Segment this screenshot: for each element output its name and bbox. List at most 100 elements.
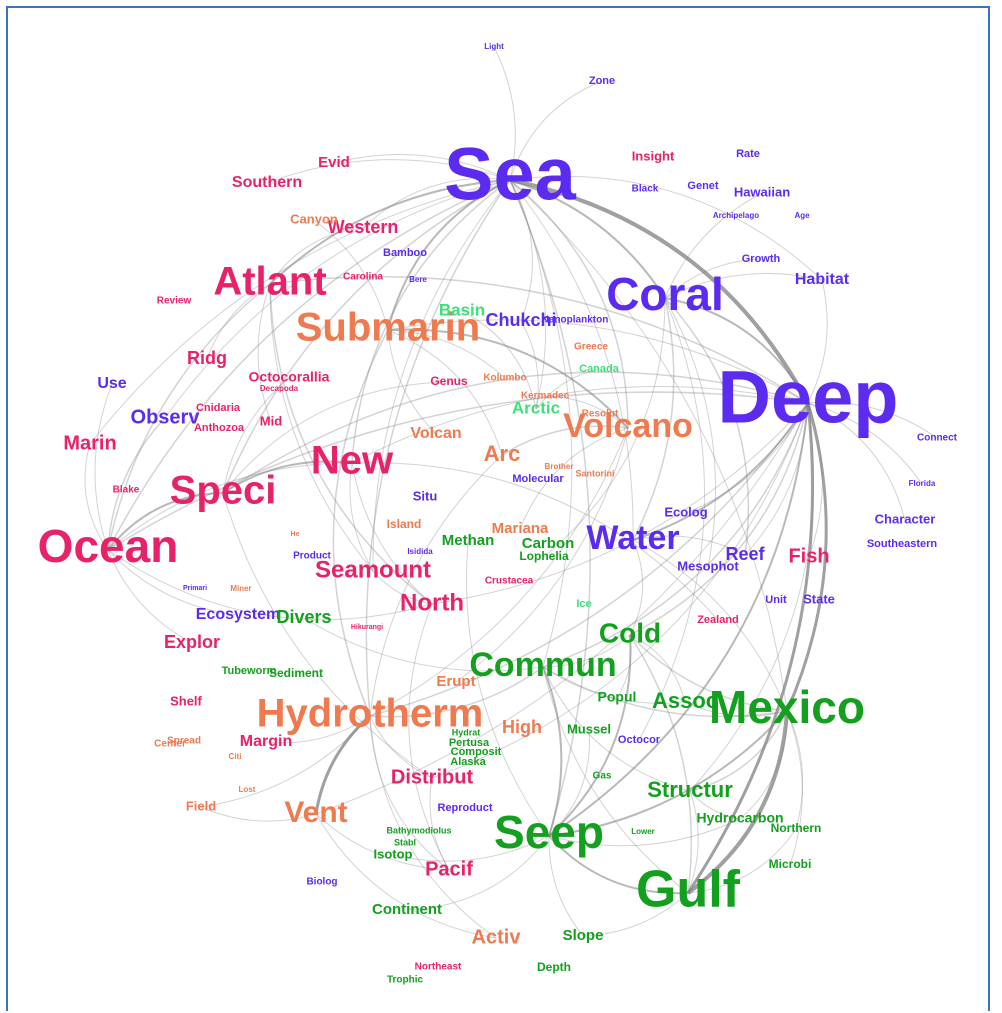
node-label-explor: Explor	[164, 632, 220, 652]
edge-sea-western	[362, 177, 511, 229]
node-label-he: He	[291, 531, 300, 538]
node-label-spread: Spread	[167, 736, 201, 747]
edge-speci-octocorallia	[222, 377, 290, 494]
node-label-gas: Gas	[593, 771, 612, 782]
edge-hydrotherm-vent	[314, 714, 371, 815]
edge-deep-coral	[664, 297, 809, 404]
node-label-decapoda: Decapoda	[260, 384, 299, 393]
edge-coral-reef	[664, 297, 750, 556]
node-label-santorini: Santorini	[575, 468, 614, 478]
node-label-archipelago: Archipelago	[713, 211, 759, 220]
node-label-southern: Southern	[232, 174, 302, 191]
node-label-ice: Ice	[576, 598, 591, 610]
node-label-lost: Lost	[239, 785, 256, 794]
node-label-water: Water	[586, 519, 679, 557]
edge-volcano-erupt	[455, 427, 629, 683]
node-label-greece: Greece	[574, 342, 608, 353]
edge-seep-slope	[548, 835, 584, 937]
edge-arctic-basin	[461, 310, 537, 410]
node-label-depth: Depth	[537, 960, 571, 974]
node-label-product: Product	[293, 551, 331, 562]
node-label-lower: Lower	[631, 827, 655, 836]
node-label-ridg: Ridg	[187, 348, 227, 368]
node-label-growth: Growth	[742, 253, 781, 265]
edge-submarin-volcano	[387, 328, 629, 429]
edge-deep-habitat	[807, 279, 828, 404]
edge-deep-vent	[315, 402, 809, 815]
node-label-ecolog: Ecolog	[664, 504, 707, 519]
node-label-margin: Margin	[240, 733, 292, 750]
node-label-rate: Rate	[736, 148, 760, 160]
edge-sea-arctic	[509, 179, 547, 410]
node-label-popul: Popul	[598, 689, 637, 705]
node-label-center: Center	[154, 739, 186, 750]
edge-deep-structur	[689, 402, 815, 792]
edge-sea-light	[493, 46, 516, 181]
edge-mexico-northern	[786, 710, 804, 830]
edge-ocean-explor	[107, 549, 193, 644]
edge-new-north	[351, 462, 433, 605]
node-label-canada: Canada	[579, 363, 620, 375]
edge-atlant-seamount	[269, 283, 374, 572]
node-label-mid: Mid	[260, 413, 282, 428]
node-label-hawaiian: Hawaiian	[734, 184, 790, 199]
edge-sea-volcano	[509, 179, 629, 429]
node-label-layer: Sea Deep Coral Water Observ Chukchi Ecosystem H…	[38, 42, 958, 986]
edge-ocean-observ	[107, 417, 166, 551]
node-label-submarin: Submarin	[296, 306, 480, 350]
node-label-tubeworm: Tubeworm	[222, 665, 277, 677]
edge-commun-assoc	[542, 666, 686, 704]
node-label-ecosystem: Ecosystem	[196, 606, 281, 623]
edge-mexico-seep	[548, 710, 788, 837]
edge-coral-growth	[664, 258, 762, 299]
edge-ocean-new	[107, 462, 353, 551]
node-label-ocean: Ocean	[38, 520, 179, 572]
node-label-divers: Divers	[276, 607, 331, 627]
edge-mexico-cold	[629, 634, 788, 712]
edge-sea-southern	[266, 159, 511, 184]
edge-deep-gulf	[686, 402, 814, 894]
node-label-field: Field	[186, 798, 216, 813]
edge-sea-deep	[509, 178, 810, 404]
edge-commun-cold	[542, 634, 631, 668]
edge-deep-ecolog	[685, 402, 809, 514]
edge-gulf-commun	[542, 666, 689, 894]
node-label-anthozoa: Anthozoa	[194, 422, 245, 434]
edge-sea-new	[351, 179, 511, 464]
node-label-activ: Activ	[472, 926, 522, 948]
node-label-island: Island	[387, 517, 422, 531]
edge-deep-reef	[744, 402, 809, 556]
edge-gulf-cold	[629, 634, 693, 894]
edge-hydrotherm-distribut	[369, 715, 433, 779]
edge-commun-divers	[303, 617, 544, 672]
node-label-high: High	[502, 717, 542, 737]
node-label-gulf: Gulf	[636, 861, 741, 919]
node-label-unit: Unit	[765, 594, 787, 606]
edge-seep-methan	[466, 540, 550, 837]
edge-deep-submarin	[387, 319, 809, 404]
edge-speci-distribut	[222, 492, 433, 779]
node-label-shelf: Shelf	[170, 693, 202, 708]
node-label-primari: Primari	[183, 585, 207, 592]
edge-hydrotherm-margin	[265, 715, 371, 744]
node-label-character: Character	[875, 511, 936, 526]
edge-coral-octocor	[638, 297, 705, 741]
edge-seep-cold	[548, 634, 632, 837]
edge-sea-speci	[222, 179, 511, 494]
node-label-bathymodiolus: Bathymodiolus	[386, 825, 451, 835]
edge-hydrotherm-activ	[369, 715, 497, 939]
node-label-zealand: Zealand	[697, 614, 739, 626]
node-label-light: Light	[484, 42, 504, 51]
node-label-mesophot: Mesophot	[677, 558, 739, 573]
node-label-pacif: Pacif	[425, 858, 473, 880]
node-label-hydrat: Hydrat	[452, 727, 481, 737]
edge-cold-popul	[616, 634, 632, 699]
edge-new-seamount	[349, 462, 374, 572]
node-label-carolina: Carolina	[343, 272, 383, 283]
node-label-hikurangi: Hikurangi	[351, 624, 383, 631]
edge-hydrotherm-volcano	[369, 427, 629, 717]
edge-deep-seep	[548, 402, 809, 837]
node-label-slope: Slope	[563, 927, 604, 944]
edge-sea-observ	[164, 179, 511, 419]
